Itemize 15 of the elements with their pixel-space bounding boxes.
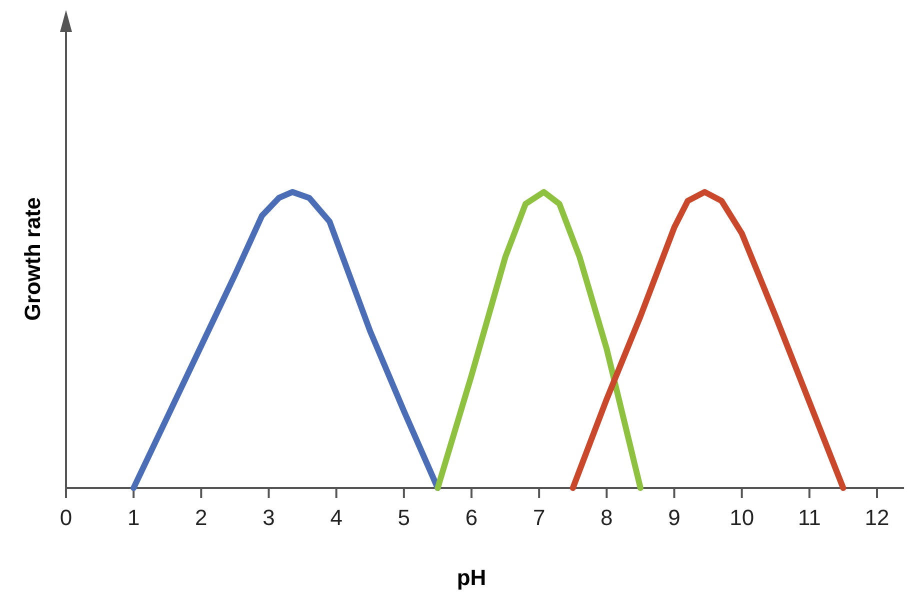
x-tick-label: 12 [864,505,890,530]
x-tick-label: 9 [668,505,680,530]
x-tick-label: 5 [398,505,410,530]
x-tick-label: 2 [195,505,208,530]
x-tick-label: 3 [262,505,275,530]
x-tick-label: 7 [532,505,546,530]
x-tick-label: 1 [127,505,140,530]
x-tick-label: 11 [798,505,821,530]
x-tick-label: 10 [730,505,754,530]
x-tick-label: 8 [600,505,613,530]
x-tick-label: 0 [60,505,72,530]
x-tick-label: 6 [465,505,478,530]
x-axis-title: pH [456,565,486,590]
y-axis-title: Growth rate [20,197,45,321]
x-tick-label: 4 [330,505,342,530]
